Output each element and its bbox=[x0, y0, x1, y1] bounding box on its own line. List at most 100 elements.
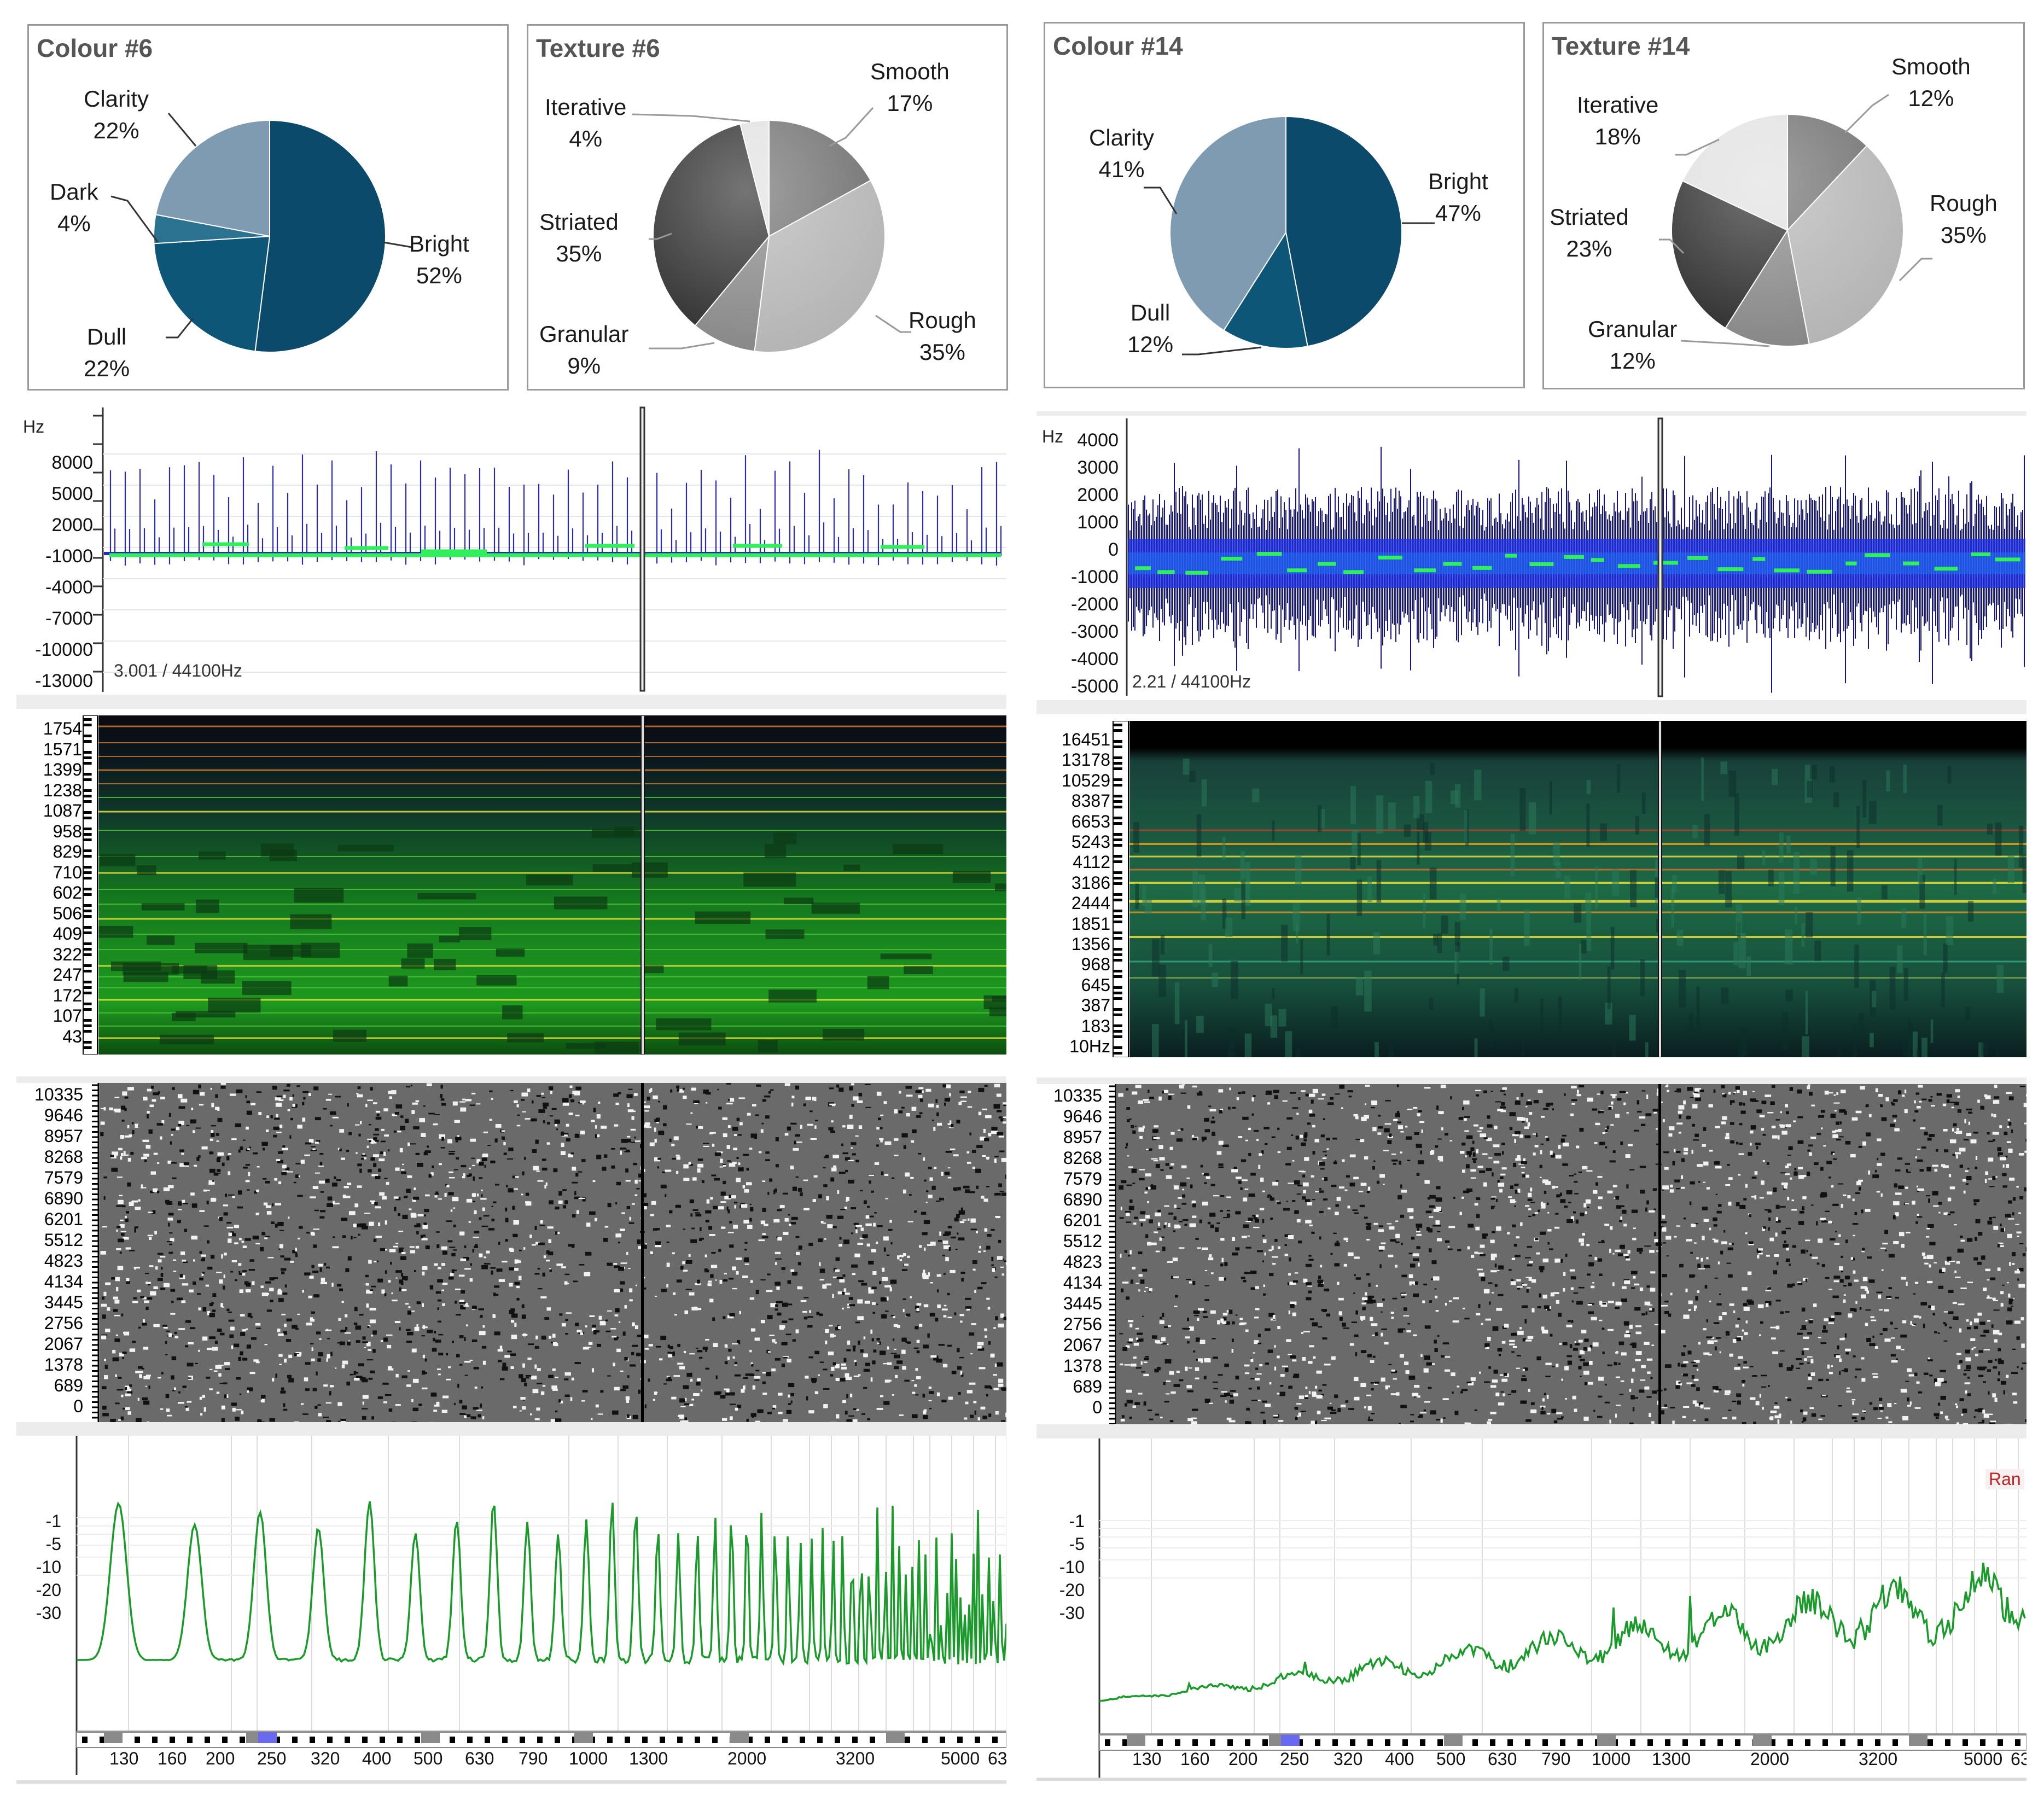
wave-left-tick: -4000 bbox=[45, 577, 93, 598]
spec-left-tick: 172 bbox=[53, 985, 82, 1005]
wave-right-tick: -1000 bbox=[1071, 567, 1119, 587]
phase-right-tick: 2067 bbox=[1063, 1335, 1102, 1355]
phase-left-tick: 6890 bbox=[44, 1189, 83, 1208]
spec-right-tick: 6653 bbox=[1071, 811, 1110, 831]
fft-left-xtick: 63 bbox=[988, 1749, 1006, 1768]
pie-slice-bright bbox=[1285, 115, 1402, 347]
fft-left-xtick: 200 bbox=[206, 1749, 235, 1768]
spectrogram-left-panel[interactable]: 1754 1571 1399 1238 1087 958 829 710 602… bbox=[16, 715, 1006, 1055]
fft-left-xtick: 790 bbox=[519, 1749, 548, 1768]
leader-smooth bbox=[829, 107, 874, 147]
phase-left-tick: 8268 bbox=[44, 1147, 83, 1167]
wave-left-tick: -10000 bbox=[35, 639, 93, 660]
fft-right-xtick: 63 bbox=[2011, 1749, 2026, 1769]
phase-right-tick: 2756 bbox=[1063, 1314, 1102, 1334]
fft-left-ytick: -30 bbox=[36, 1603, 61, 1623]
colour-14-pie bbox=[1144, 115, 1435, 356]
wave-left-tick: 8000 bbox=[51, 452, 93, 473]
fft-left-xtick: 1300 bbox=[629, 1749, 668, 1768]
fft-left-xtick: 3200 bbox=[836, 1749, 875, 1768]
colour-6-dull-label: Dull 22% bbox=[84, 324, 130, 381]
fft-right-ytick: -1 bbox=[1069, 1511, 1085, 1531]
fft-right-xtick: 630 bbox=[1488, 1749, 1517, 1769]
fft-left-panel[interactable]: -1 -5 -10 -20 -30 130 160 200 250 320 40… bbox=[16, 1436, 1006, 1784]
phase-right-tick: 1378 bbox=[1063, 1356, 1102, 1376]
wave-right-info: 2.21 / 44100Hz bbox=[1132, 672, 1251, 691]
texture-14-striated-label: Striated 23% bbox=[1550, 204, 1629, 261]
phase-right-tick: 5512 bbox=[1063, 1231, 1102, 1251]
colour-14-bright-label: Bright 47% bbox=[1428, 168, 1488, 226]
phase-left-tick: 2067 bbox=[44, 1334, 83, 1354]
phase-right-tick: 10335 bbox=[1053, 1086, 1102, 1105]
fft-left-ytick: -10 bbox=[36, 1557, 61, 1577]
fft-left-xtick: 400 bbox=[362, 1749, 392, 1768]
spec-right-tick: 387 bbox=[1081, 995, 1110, 1016]
phase-right-panel[interactable]: 10335 9646 8957 8268 7579 6890 6201 5512… bbox=[1036, 1077, 2026, 1440]
waveform-left-panel[interactable]: Hz 8000 5000 2000 -1000 -4000 -7000 -100… bbox=[16, 405, 1006, 709]
fft-right-ytick: -30 bbox=[1059, 1603, 1085, 1623]
wave-left-yaxis: 8000 5000 2000 -1000 -4000 -7000 -10000 … bbox=[16, 447, 93, 697]
phase-left-tick: 7579 bbox=[44, 1168, 83, 1187]
fft-right-corner-label[interactable]: Ran bbox=[1985, 1469, 2024, 1489]
fft-right-xtick: 130 bbox=[1132, 1749, 1162, 1769]
colour-6-dark-label: Dark 4% bbox=[50, 179, 98, 236]
colour-14-clarity-label: Clarity 41% bbox=[1089, 125, 1155, 182]
spec-left-tick: 247 bbox=[53, 965, 82, 985]
pie-slice-dull bbox=[153, 235, 271, 352]
fft-right-xtick: 200 bbox=[1228, 1749, 1258, 1769]
spec-right-tick: 3186 bbox=[1071, 872, 1110, 893]
fft-left-ytick: -1 bbox=[45, 1511, 61, 1531]
spec-right-tick: 5243 bbox=[1071, 832, 1110, 852]
leader-iterative-14 bbox=[1675, 138, 1720, 156]
fft-right-xtick: 1300 bbox=[1652, 1749, 1691, 1769]
phase-left-panel[interactable]: 10335 9646 8957 8268 7579 6890 6201 5512… bbox=[16, 1076, 1006, 1437]
leader-bright bbox=[383, 241, 412, 248]
fft-left-xtick: 160 bbox=[158, 1749, 187, 1768]
phase-left-tick: 3445 bbox=[44, 1292, 83, 1312]
spec-left-tick: 829 bbox=[53, 842, 82, 861]
wave-left-tick: -7000 bbox=[45, 608, 93, 629]
phase-right-tick: 8957 bbox=[1063, 1127, 1102, 1147]
spec-right-tick: 968 bbox=[1081, 954, 1110, 975]
texture-14-iterative-label: Iterative 18% bbox=[1577, 92, 1659, 149]
spec-right-tick: 1851 bbox=[1071, 913, 1110, 934]
colour-6-bright-label: Bright 52% bbox=[409, 231, 469, 288]
fft-left-xtick: 130 bbox=[109, 1749, 139, 1768]
spec-left-tick: 1571 bbox=[43, 739, 82, 759]
leader-iterative bbox=[632, 113, 750, 123]
colour-14-panel: Colour #14 Bright 47% Dull 12% Clarity 41% bbox=[1044, 22, 1525, 388]
phase-left-tick: 689 bbox=[54, 1376, 83, 1395]
texture-14-pie bbox=[1659, 94, 1932, 347]
texture-6-striated-label: Striated 35% bbox=[539, 209, 619, 266]
spec-right-tick: 13178 bbox=[1062, 750, 1110, 770]
leader-granular-14 bbox=[1680, 340, 1770, 347]
fft-right-panel[interactable]: Ran -1 -5 -10 -20 -30 130 160 200 250 32… bbox=[1036, 1438, 2026, 1781]
leader-clarity-14 bbox=[1144, 187, 1178, 214]
phase-left-tick: 8957 bbox=[44, 1126, 83, 1146]
wave-right-tick: -2000 bbox=[1071, 594, 1119, 615]
fft-left-xtick: 500 bbox=[414, 1749, 443, 1768]
phase-left-yaxis: 10335 9646 8957 8268 7579 6890 6201 5512… bbox=[16, 1084, 83, 1417]
phase-right-tick: 4823 bbox=[1063, 1252, 1102, 1272]
pie-slice-bright bbox=[254, 119, 386, 353]
colour-6-panel: Colour #6 Bright 52% Dull 22% Dark 4% Clari… bbox=[27, 24, 509, 391]
phase-left-tick: 1378 bbox=[44, 1355, 83, 1374]
leader-rough-14 bbox=[1899, 258, 1932, 282]
fft-left-yaxis: -1 -5 -10 -20 -30 bbox=[16, 1510, 61, 1624]
wave-right-yaxis: 4000 3000 2000 1000 0 -1000 -2000 -3000 … bbox=[1036, 427, 1119, 700]
phase-right-tick: 8268 bbox=[1063, 1148, 1102, 1168]
spectrogram-right-panel[interactable]: 16451 13178 10529 8387 6653 5243 4112 31… bbox=[1036, 721, 2026, 1057]
fft-left-ytick: -20 bbox=[36, 1580, 61, 1600]
phase-left-tick: 10335 bbox=[34, 1085, 83, 1104]
spec-right-tick: 8387 bbox=[1071, 791, 1110, 811]
fft-left-ytick: -5 bbox=[45, 1534, 61, 1554]
fft-right-xtick: 500 bbox=[1436, 1749, 1466, 1769]
phase-right-tick: 7579 bbox=[1063, 1169, 1102, 1189]
fft-right-xtick: 790 bbox=[1541, 1749, 1571, 1769]
texture-6-granular-label: Granular 9% bbox=[539, 321, 629, 378]
leader-smooth-14 bbox=[1844, 94, 1889, 134]
waveform-right-panel[interactable]: Hz 4000 3000 2000 1000 0 -1000 -2000 -30… bbox=[1036, 411, 2026, 714]
spec-left-tick: 602 bbox=[53, 883, 82, 902]
texture-6-pie bbox=[632, 107, 911, 353]
phase-right-tick: 9646 bbox=[1063, 1106, 1102, 1126]
